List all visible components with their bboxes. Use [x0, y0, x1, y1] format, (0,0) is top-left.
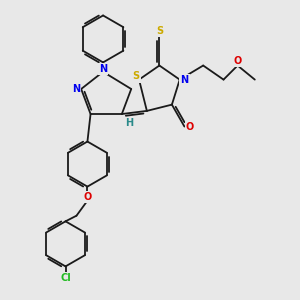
Text: N: N [180, 75, 188, 85]
Text: O: O [83, 192, 92, 202]
Text: N: N [99, 64, 107, 74]
Text: N: N [72, 84, 80, 94]
Text: O: O [186, 122, 194, 131]
Text: O: O [233, 56, 242, 66]
Text: S: S [156, 26, 163, 36]
Text: Cl: Cl [60, 273, 71, 283]
Text: S: S [132, 71, 140, 82]
Text: H: H [126, 118, 134, 128]
